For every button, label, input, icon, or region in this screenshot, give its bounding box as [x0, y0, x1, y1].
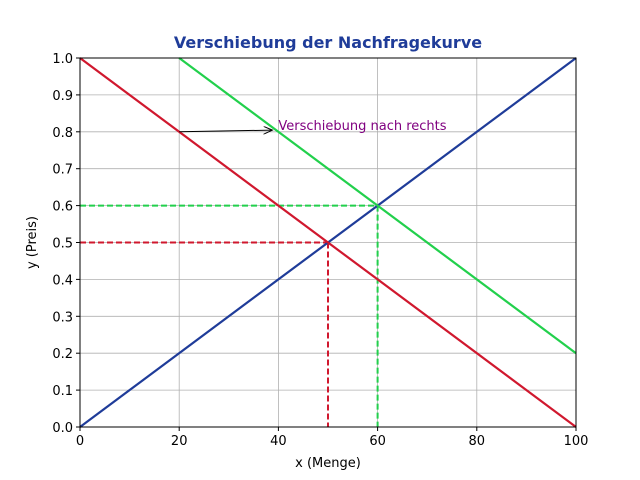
y-tick-label: 0.6 [52, 200, 73, 215]
annotation: Verschiebung nach rechts [179, 119, 447, 134]
annotation-label: Verschiebung nach rechts [278, 119, 446, 134]
y-axis-label: y (Preis) [25, 216, 40, 269]
chart-title: Verschiebung der Nachfragekurve [174, 33, 482, 52]
annotation-arrow [179, 130, 272, 132]
y-tick-label: 0.4 [52, 273, 73, 288]
x-tick-label: 60 [369, 434, 386, 449]
series-lines [79, 57, 577, 428]
y-tick-label: 0.5 [52, 237, 73, 252]
x-axis-label: x (Menge) [295, 456, 361, 471]
y-tick-label: 0.0 [52, 421, 73, 436]
y-tick-label: 0.9 [52, 89, 73, 104]
y-tick-label: 0.1 [52, 384, 73, 399]
x-tick-label: 20 [171, 434, 188, 449]
x-tick-label: 0 [76, 434, 84, 449]
x-tick-label: 40 [270, 434, 287, 449]
series-line-demand_shifted [178, 57, 577, 355]
y-tick-label: 0.3 [52, 310, 73, 325]
x-tick-label: 100 [564, 434, 589, 449]
y-tick-label: 0.7 [52, 163, 73, 178]
y-tick-label: 0.2 [52, 347, 73, 362]
equilibrium-lines [80, 204, 379, 427]
y-tick-label: 1.0 [52, 52, 73, 67]
series-line-demand [79, 57, 577, 428]
x-tick-label: 80 [469, 434, 486, 449]
y-tick-label: 0.8 [52, 126, 73, 141]
ticks: 0 20 40 60 80 100 0.0 0.1 0.2 0.3 0.4 0.5 0.6 0.7 0.8 0… [52, 52, 588, 449]
